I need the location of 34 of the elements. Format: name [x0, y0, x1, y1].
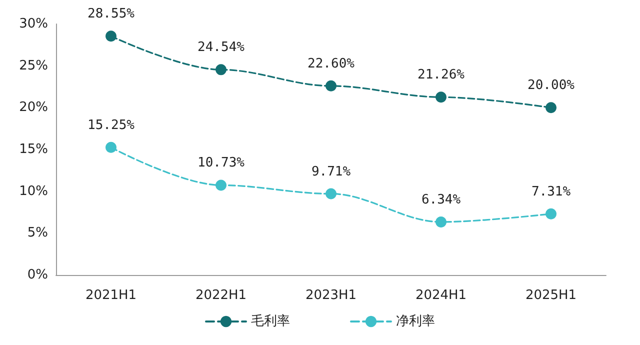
data-label: 7.31%	[531, 184, 571, 200]
x-tick-label: 2023H1	[305, 288, 357, 303]
y-tick-label: 30%	[19, 16, 48, 32]
x-tick-label: 2022H1	[195, 288, 247, 303]
point	[106, 142, 116, 153]
x-tick-label: 2021H1	[85, 288, 137, 303]
point	[546, 208, 556, 220]
data-label: 15.25%	[88, 118, 135, 133]
point	[326, 80, 336, 92]
point	[546, 102, 556, 114]
data-label: 6.34%	[421, 192, 461, 208]
data-label: 21.26%	[418, 68, 465, 83]
data-label: 24.54%	[198, 40, 245, 56]
x-tick-label: 2025H1	[525, 288, 577, 303]
data-label: 28.55%	[88, 6, 135, 22]
data-label: 10.73%	[198, 156, 245, 171]
y-tick-label: 25%	[19, 58, 48, 74]
data-label: 9.71%	[311, 164, 351, 180]
point	[216, 64, 226, 76]
point	[216, 180, 226, 191]
y-tick-label: 5%	[27, 226, 48, 241]
point	[436, 92, 446, 103]
legend-label: 毛利率	[251, 313, 290, 329]
data-label: 22.60%	[308, 56, 355, 72]
y-tick-label: 20%	[19, 100, 48, 116]
x-tick-label: 2024H1	[415, 288, 467, 303]
y-tick-label: 10%	[19, 184, 48, 199]
y-tick-label: 0%	[27, 268, 48, 282]
point	[106, 30, 116, 42]
point	[436, 216, 446, 228]
point	[326, 188, 336, 200]
data-label: 20.00%	[528, 78, 575, 94]
y-tick-label: 15%	[19, 142, 48, 157]
legend-label: 净利率	[396, 313, 435, 329]
